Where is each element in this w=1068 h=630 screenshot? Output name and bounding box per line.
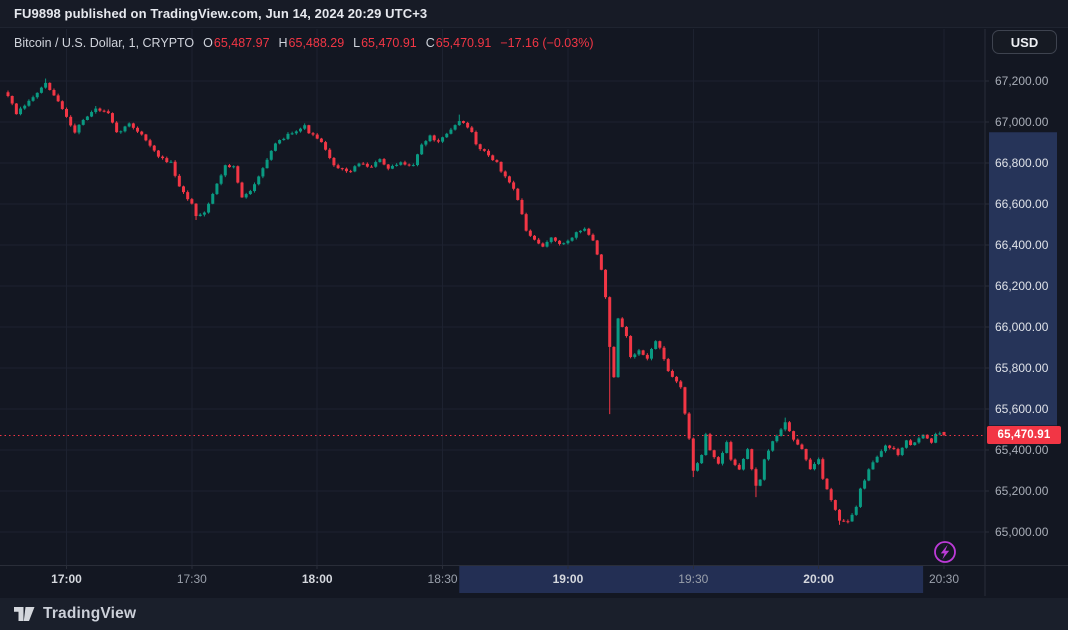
grid-layer	[0, 29, 989, 569]
price-tick-label: 65,000.00	[995, 525, 1049, 539]
price-tick-label: 66,800.00	[995, 156, 1049, 170]
symbol-title[interactable]: Bitcoin / U.S. Dollar, 1, CRYPTO	[14, 36, 195, 50]
time-tick-label: 20:30	[928, 572, 959, 586]
time-tick-label: 18:30	[427, 572, 458, 586]
time-tick-label: 18:00	[301, 572, 333, 586]
price-tick-label: 65,200.00	[995, 484, 1049, 498]
ohlc-value: 65,470.91	[435, 36, 492, 50]
ohlc-key: O	[203, 36, 213, 50]
candles-layer	[6, 78, 946, 525]
time-tick-label: 20:00	[803, 572, 834, 586]
ohlc-value: 65,470.91	[361, 36, 417, 50]
time-axis-selection	[459, 566, 924, 593]
price-tick-label: 67,200.00	[995, 74, 1049, 88]
ohlc-value: 65,488.29	[288, 36, 345, 50]
price-tick-label: 65,800.00	[995, 361, 1049, 375]
publish-info-bar: FU9898 published on TradingView.com, Jun…	[0, 0, 1068, 28]
price-axis-selection	[989, 132, 1057, 426]
tradingview-brand-text: TradingView	[43, 605, 137, 622]
last-price-label: 65,470.91	[987, 426, 1061, 445]
change-value: −17.16 (−0.03%)	[500, 36, 594, 50]
footer-bar: TradingView	[0, 598, 1068, 630]
time-tick-label: 17:00	[51, 572, 82, 586]
tradingview-logo[interactable]: TradingView	[14, 605, 136, 623]
price-tick-label: 67,000.00	[995, 115, 1049, 129]
ohlc-key: C	[425, 36, 435, 50]
price-tick-label: 65,400.00	[995, 443, 1049, 457]
price-tick-label: 66,000.00	[995, 320, 1049, 334]
publish-info-text: FU9898 published on TradingView.com, Jun…	[14, 6, 428, 21]
time-tick-label: 19:00	[552, 572, 584, 586]
price-tick-label: 65,600.00	[995, 402, 1049, 416]
currency-button[interactable]: USD	[992, 30, 1057, 54]
time-tick-label: 19:30	[678, 572, 709, 586]
time-tick-label: 17:30	[176, 572, 207, 586]
lightning-icon[interactable]	[934, 541, 956, 563]
price-tick-label: 66,400.00	[995, 238, 1049, 252]
ohlc-key: H	[278, 36, 288, 50]
price-tick-label: 66,200.00	[995, 279, 1049, 293]
chart-legend: Bitcoin / U.S. Dollar, 1, CRYPTO O65,487.…	[14, 36, 593, 50]
ohlc-key: L	[353, 36, 361, 50]
tradingview-logo-icon	[14, 606, 35, 621]
price-tick-label: 66,600.00	[995, 197, 1049, 211]
ohlc-value: 65,487.97	[213, 36, 270, 50]
